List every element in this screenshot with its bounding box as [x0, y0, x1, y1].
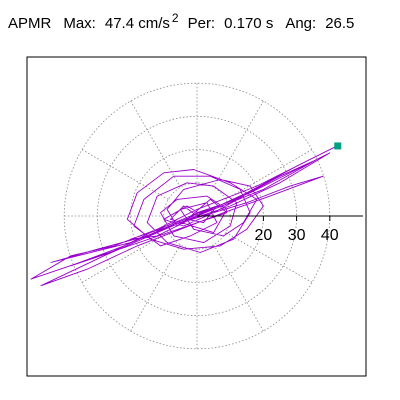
plot-frame: [26, 56, 367, 377]
grid-spoke-300: [213, 244, 264, 332]
grid-spoke-330: [225, 232, 313, 283]
angle-label: Ang:: [285, 15, 317, 32]
max-point-marker: [334, 142, 342, 150]
grid-spoke-60: [213, 100, 264, 188]
grid-spoke-240: [130, 244, 181, 332]
period-unit: s: [265, 15, 274, 32]
radial-axis: 20 30 40: [197, 215, 363, 244]
max-value: 47.4: [104, 15, 135, 32]
station-code: APMR: [8, 15, 52, 32]
max-unit-exponent: 2: [171, 11, 179, 25]
max-unit: cm/s: [138, 15, 170, 32]
period-label: Per:: [187, 15, 216, 32]
trace-series-0: [30, 145, 337, 287]
grid-spoke-120: [130, 100, 181, 188]
motion-trace: [30, 145, 337, 287]
max-label: Max:: [63, 15, 96, 32]
angle-value: 26.5: [325, 15, 355, 32]
grid-spoke-30: [225, 149, 313, 200]
chart-header: APMR Max: 47.4 cm/s 2 Per: 0.170 s Ang: 26.5: [8, 11, 355, 33]
axis-tick-label-30: 30: [288, 227, 306, 244]
grid-spoke-150: [81, 149, 169, 200]
max-marker-group: [334, 142, 342, 150]
period-value: 0.170: [224, 15, 262, 32]
grid-spoke-210: [81, 232, 169, 283]
axis-tick-label-40: 40: [321, 227, 339, 244]
axis-tick-label-20: 20: [255, 227, 273, 244]
